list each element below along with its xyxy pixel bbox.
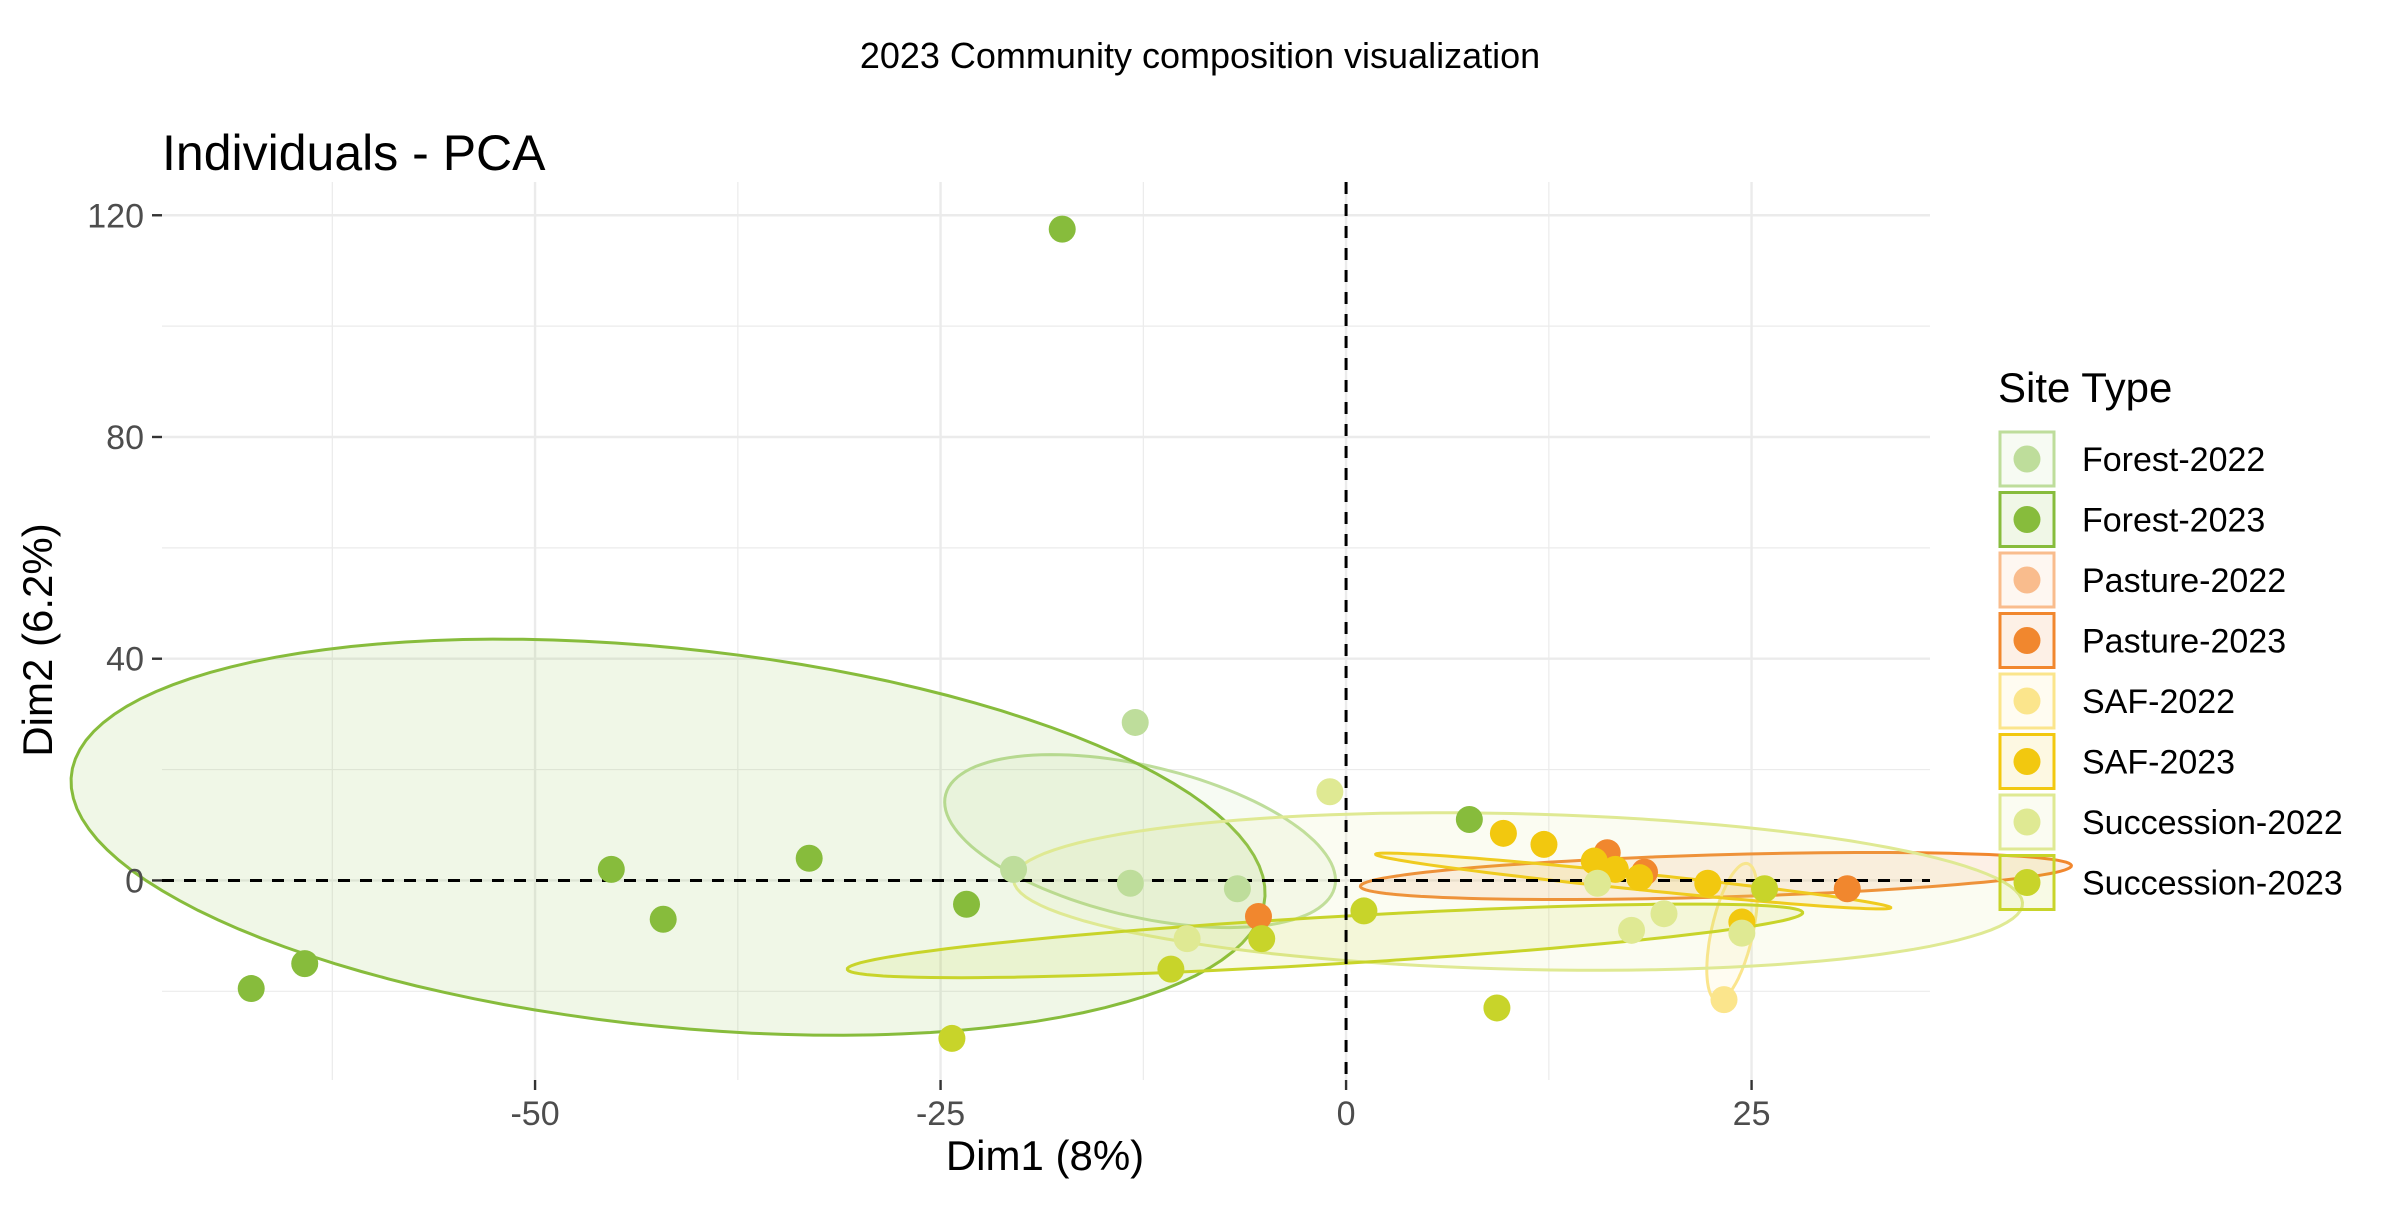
legend-key-pasture-2023	[1998, 612, 2056, 669]
x-tick-label: 0	[1337, 1095, 1356, 1133]
data-point-succession-2023	[1157, 955, 1185, 983]
legend-marker-succession-2022	[2013, 808, 2041, 836]
y-tick-label: 40	[106, 641, 144, 679]
legend-marker-pasture-2022	[2013, 566, 2041, 594]
data-point-pasture-2023	[1833, 875, 1861, 903]
y-axis-label: Dim2 (6.2%)	[14, 523, 61, 756]
x-tick-label: 25	[1733, 1095, 1771, 1133]
legend-marker-forest-2023	[2013, 506, 2041, 533]
x-tick-label: -25	[916, 1095, 965, 1133]
data-point-succession-2022	[1583, 869, 1611, 897]
data-point-succession-2022	[1728, 919, 1756, 947]
legend-key-succession-2023	[1998, 854, 2056, 911]
legend-marker-saf-2023	[2013, 748, 2041, 775]
x-tick-label: -50	[510, 1095, 559, 1133]
data-point-forest-2023	[795, 844, 823, 872]
figure-title: 2023 Community composition visualization	[860, 35, 1540, 76]
reference-lines	[162, 182, 1930, 1080]
legend-label: Succession-2022	[2082, 804, 2343, 842]
data-point-forest-2023	[953, 890, 981, 918]
data-point-forest-2023	[1048, 215, 1076, 243]
legend-label: SAF-2023	[2082, 744, 2235, 782]
legend-title: Site Type	[1998, 364, 2172, 411]
data-point-succession-2023	[938, 1024, 966, 1052]
chart-title: Individuals - PCA	[162, 125, 546, 181]
data-point-succession-2023	[1483, 994, 1511, 1022]
legend-marker-saf-2022	[2013, 687, 2041, 715]
data-point-forest-2022	[1223, 875, 1251, 903]
data-point-pasture-2023	[1244, 902, 1272, 930]
data-point-saf-2023	[1694, 869, 1722, 897]
data-point-forest-2022	[1121, 708, 1149, 736]
x-axis-label: Dim1 (8%)	[946, 1132, 1144, 1179]
data-point-forest-2023	[1455, 805, 1483, 833]
data-point-succession-2022	[1316, 778, 1344, 806]
data-point-forest-2022	[1116, 869, 1144, 897]
data-point-forest-2023	[237, 975, 265, 1003]
legend-marker-forest-2022	[2013, 445, 2041, 473]
legend-label: SAF-2022	[2082, 683, 2235, 721]
data-point-saf-2022	[1710, 986, 1738, 1014]
data-point-forest-2022	[1000, 855, 1028, 883]
legend-label: Pasture-2022	[2082, 562, 2286, 600]
legend-label: Forest-2023	[2082, 502, 2265, 540]
y-tick-label: 0	[125, 862, 144, 900]
data-point-succession-2022	[1650, 900, 1678, 928]
data-point-forest-2023	[291, 950, 319, 978]
legend-marker-succession-2023	[2013, 869, 2041, 896]
y-tick-label: 120	[87, 197, 144, 235]
legend-marker-pasture-2023	[2013, 627, 2041, 654]
legend: Site Type Forest-2022 Forest-2023 Pasture-…	[1998, 364, 2343, 911]
data-point-saf-2023	[1489, 819, 1517, 847]
data-point-succession-2023	[1751, 875, 1779, 903]
data-point-succession-2023	[1350, 897, 1378, 925]
data-point-saf-2023	[1530, 830, 1558, 858]
legend-label: Pasture-2023	[2082, 623, 2286, 661]
data-point-succession-2022	[1618, 916, 1646, 944]
data-point-saf-2023	[1580, 847, 1608, 875]
data-points	[237, 215, 1861, 1052]
y-tick-label: 80	[106, 419, 144, 457]
data-point-succession-2023	[1248, 925, 1276, 953]
legend-key-forest-2023	[1998, 491, 2056, 548]
data-point-succession-2022	[1173, 925, 1201, 953]
data-point-forest-2023	[597, 855, 625, 883]
ellipse-succession-2023	[845, 902, 1805, 980]
legend-key-succession-2022	[1998, 793, 2056, 851]
data-point-saf-2023	[1626, 864, 1654, 892]
axes: -50 -25 0 25 0 40 80 120	[87, 197, 1770, 1133]
legend-items: Forest-2022 Forest-2023 Pasture-2022 Pastur…	[1998, 430, 2343, 911]
legend-label: Succession-2023	[2082, 865, 2343, 903]
data-point-forest-2023	[649, 905, 677, 933]
legend-label: Forest-2022	[2082, 441, 2265, 479]
